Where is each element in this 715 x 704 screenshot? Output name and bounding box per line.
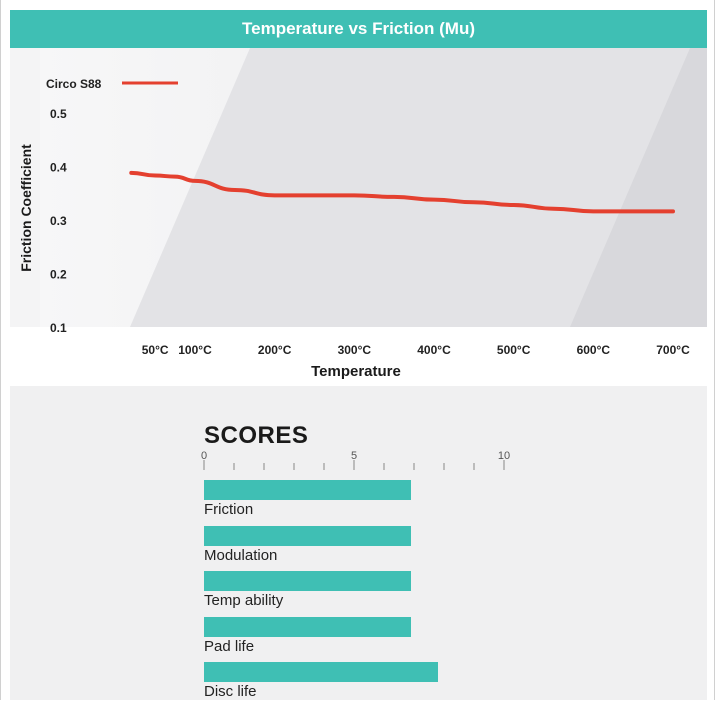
score-bar <box>204 662 438 682</box>
score-label: Pad life <box>204 637 255 655</box>
scale-label: 10 <box>498 450 510 462</box>
y-tick-label: 0.2 <box>50 268 67 282</box>
score-row: Temp ability <box>204 571 504 613</box>
line-chart: Circo S88 0.5 0.4 0.3 0.2 0.1 50°C 100°C 200°C… <box>10 48 707 382</box>
x-tick-label: 300°C <box>338 343 372 357</box>
y-axis-ticks: 0.5 0.4 0.3 0.2 0.1 <box>50 107 67 335</box>
y-tick-label: 0.1 <box>50 321 67 335</box>
x-tick-label: 600°C <box>577 343 611 357</box>
legend-label: Circo S88 <box>46 77 102 91</box>
axis-band <box>10 327 707 382</box>
score-row: Friction <box>204 480 504 522</box>
scores-scale: 0 5 10 <box>201 450 510 470</box>
scale-label: 0 <box>201 450 207 462</box>
scores-panel: SCORES 0 5 10 Friction Modulation Temp abili… <box>10 386 707 700</box>
y-axis-label: Friction Coefficient <box>18 144 34 272</box>
plot-background <box>10 48 707 382</box>
scores-title: SCORES <box>204 422 309 449</box>
x-tick-label: 700°C <box>656 343 690 357</box>
x-axis-ticks: 50°C 100°C 200°C 300°C 400°C 500°C 600°C 700°C <box>142 343 690 357</box>
legend: Circo S88 <box>46 77 178 91</box>
x-tick-label: 50°C <box>142 343 169 357</box>
score-row: Modulation <box>204 525 504 568</box>
y-tick-label: 0.3 <box>50 214 67 228</box>
score-bar <box>204 571 411 591</box>
series-line <box>129 170 675 214</box>
x-tick-label: 100°C <box>178 343 212 357</box>
x-axis-label: Temperature <box>311 363 401 380</box>
score-label: Disc life <box>204 683 257 700</box>
score-label: Modulation <box>204 546 278 564</box>
friction-chart-panel: Temperature vs Friction (Mu) Circo S88 0… <box>10 10 707 382</box>
score-row: Disc life <box>204 662 504 704</box>
chart-title: Temperature vs Friction (Mu) <box>10 10 707 48</box>
y-tick-label: 0.5 <box>50 107 67 121</box>
score-bar <box>204 525 411 546</box>
score-bar <box>204 480 411 500</box>
score-label: Temp ability <box>204 592 284 609</box>
y-tick-label: 0.4 <box>50 161 67 175</box>
score-bar <box>204 616 411 637</box>
score-row: Pad life <box>204 616 504 659</box>
x-tick-label: 400°C <box>417 343 451 357</box>
scale-label: 5 <box>351 450 357 462</box>
scale-ticks: 0 5 10 <box>201 450 510 470</box>
frame-left-border <box>0 0 1 700</box>
shade-band-2 <box>570 48 707 327</box>
x-tick-label: 200°C <box>258 343 292 357</box>
series-group <box>129 170 675 214</box>
shade-band-1 <box>130 48 707 327</box>
x-tick-label: 500°C <box>497 343 531 357</box>
score-label: Friction <box>204 501 254 518</box>
